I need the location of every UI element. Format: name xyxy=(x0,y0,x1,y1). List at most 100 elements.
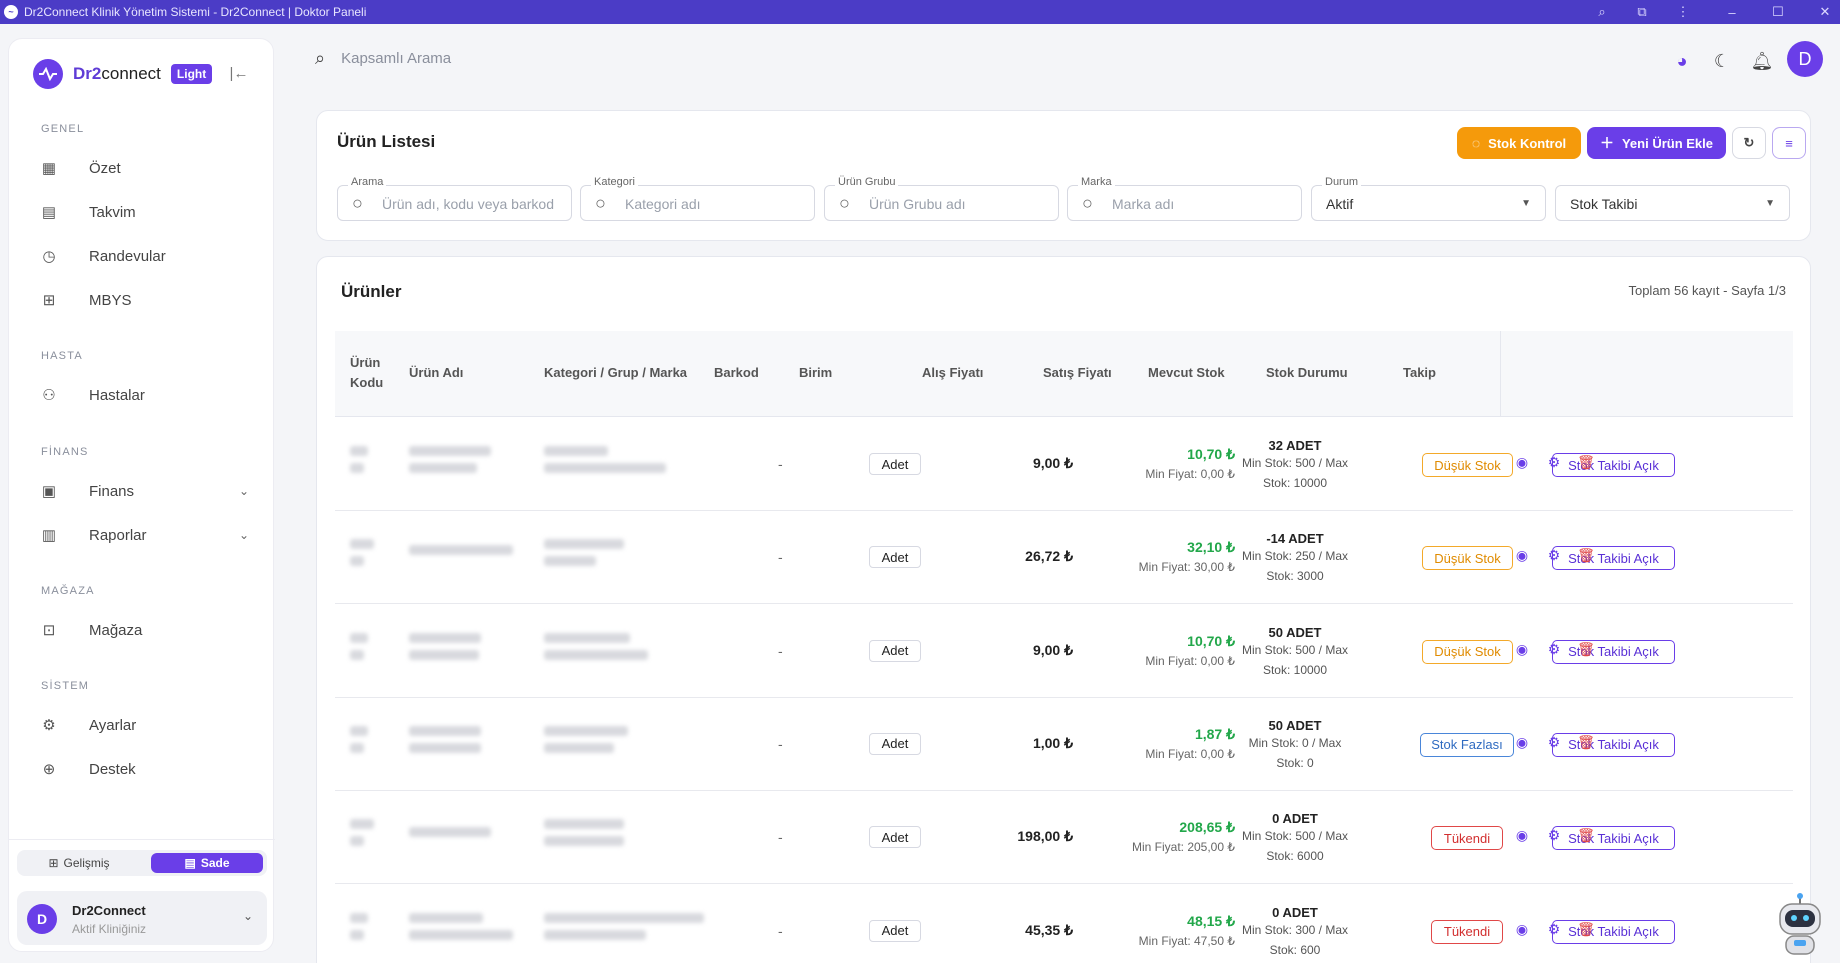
field-label: Ürün Grubu xyxy=(835,176,899,188)
buy-price: 26,72 ₺ xyxy=(1025,548,1073,565)
sell-price: 208,65 ₺ xyxy=(1179,819,1235,836)
table-row[interactable]: - Adet 45,35 ₺ 48,15 ₺ Min Fiyat: 47,50 ₺ 0 A… xyxy=(335,885,1793,963)
search-input[interactable]: Kapsamlı Arama xyxy=(341,50,452,67)
eye-icon[interactable]: ◉ xyxy=(1515,827,1529,844)
zoom-icon[interactable]: ⌕ xyxy=(1598,4,1606,19)
min-price: Min Fiyat: 30,00 ₺ xyxy=(1138,560,1235,575)
minimize-button[interactable]: – xyxy=(1728,4,1736,20)
layout-icon: ▤ xyxy=(184,856,196,870)
category-input[interactable]: Kategori adı xyxy=(625,196,701,212)
col-category: Kategori / Grup / Marka xyxy=(544,365,688,380)
status-select[interactable]: Durum Aktif ▼ xyxy=(1311,176,1546,221)
category-field[interactable]: Kategori ○ Kategori adı xyxy=(580,176,815,221)
eye-icon[interactable]: ◉ xyxy=(1515,454,1529,470)
search-field[interactable]: Arama ○ Ürün adı, kodu veya barkod xyxy=(337,176,572,221)
sidebar-item-ozet[interactable]: ▦ Özet xyxy=(39,150,259,186)
add-product-button[interactable]: ＋ Yeni Ürün Ekle xyxy=(1587,127,1726,159)
tracking-button[interactable]: Stok Takibi Açık xyxy=(1552,546,1675,571)
section-title-genel: GENEL xyxy=(41,123,85,135)
lifebuoy-icon: ⊕ xyxy=(42,761,56,778)
avatar[interactable]: D xyxy=(1787,41,1823,77)
group-field[interactable]: Ürün Grubu ○ Ürün Grubu adı xyxy=(824,176,1059,221)
sidebar-item-takvim[interactable]: ▤ Takvim xyxy=(39,194,259,230)
tracking-button[interactable]: Stok Takibi Açık xyxy=(1552,453,1675,477)
stock-quantity: 32 ADET xyxy=(1268,438,1322,453)
group-input[interactable]: Ürün Grubu adı xyxy=(869,196,966,212)
brand[interactable]: Dr2connect Light xyxy=(33,59,213,89)
col-name: Ürün Adı xyxy=(409,365,464,380)
assistant-robot-icon[interactable] xyxy=(1772,892,1828,962)
sidebar-item-raporlar[interactable]: ▥ Raporlar ⌄ xyxy=(39,517,259,553)
table-row[interactable]: - Adet 9,00 ₺ 10,70 ₺ Min Fiyat: 0,00 ₺ 50 AD… xyxy=(335,605,1793,698)
theme-badge[interactable]: Light xyxy=(170,64,213,84)
palette-icon[interactable]: ◕ xyxy=(1676,50,1688,71)
sidebar-item-finans[interactable]: ▣ Finans ⌄ xyxy=(39,473,259,509)
brand-field[interactable]: Marka ○ Marka adı xyxy=(1067,176,1302,221)
redacted-text xyxy=(544,742,614,753)
sidebar-item-mbys[interactable]: ⊞ MBYS xyxy=(39,282,259,318)
trash-icon[interactable]: 🗑︎ xyxy=(1577,827,1595,844)
barcode-cell: - xyxy=(778,456,783,472)
col-buy-price: Alış Fiyatı xyxy=(922,365,984,380)
brand-input[interactable]: Marka adı xyxy=(1112,196,1175,212)
sidebar-item-label: Randevular xyxy=(89,247,166,265)
moon-icon[interactable]: ☾ xyxy=(1713,50,1731,71)
sidebar-item-ayarlar[interactable]: ⚙ Ayarlar xyxy=(39,707,259,743)
tracking-select[interactable]: Stok Takibi ▼ xyxy=(1555,185,1790,221)
settings-icon[interactable]: ⚙ xyxy=(1547,733,1561,750)
eye-icon[interactable]: ◉ xyxy=(1515,547,1529,564)
window-title: Dr2Connect Klinik Yönetim Sistemi - Dr2C… xyxy=(24,5,367,19)
table-row[interactable]: - Adet 26,72 ₺ 32,10 ₺ Min Fiyat: 30,00 ₺ -14… xyxy=(335,511,1793,605)
maximize-button[interactable]: ☐ xyxy=(1772,4,1784,19)
mode-simple-button[interactable]: ▤ Sade xyxy=(151,853,263,873)
settings-icon[interactable]: ⚙ xyxy=(1547,547,1561,564)
mode-advanced-button[interactable]: ⊞ Gelişmiş xyxy=(21,853,137,873)
eye-icon[interactable]: ◉ xyxy=(1515,733,1529,750)
grid-icon: ▦ xyxy=(41,160,57,177)
sidebar-item-magaza[interactable]: ⊡ Mağaza xyxy=(39,612,259,648)
col-sell-price: Satış Fiyatı xyxy=(1043,365,1112,380)
table-row[interactable]: - Adet 9,00 ₺ 10,70 ₺ Min Fiyat: 0,00 ₺ 32 AD… xyxy=(335,418,1793,511)
extension-icon[interactable]: ⧉ xyxy=(1637,4,1647,19)
search-icon: ○ xyxy=(1082,193,1093,213)
refresh-button[interactable]: ↻ xyxy=(1732,127,1766,159)
sell-price: 10,70 ₺ xyxy=(1187,632,1235,649)
barcode-cell: - xyxy=(778,829,783,846)
more-menu-icon[interactable]: ⋮ xyxy=(1676,4,1690,19)
tracking-button[interactable]: Stok Takibi Açık xyxy=(1552,639,1675,664)
trash-icon[interactable]: 🗑︎ xyxy=(1577,454,1595,470)
tracking-button[interactable]: Stok Takibi Açık xyxy=(1552,732,1675,757)
tracking-button[interactable]: Stok Takibi Açık xyxy=(1552,919,1675,944)
settings-icon[interactable]: ⚙ xyxy=(1547,454,1561,470)
clinic-selector[interactable]: D Dr2Connect Aktif Kliniğiniz ⌄ xyxy=(17,891,267,945)
sidebar-item-hastalar[interactable]: ⚇ Hastalar xyxy=(39,377,259,413)
settings-icon[interactable]: ⚙ xyxy=(1547,920,1561,937)
global-search[interactable]: ⌕ Kapsamlı Arama xyxy=(315,48,451,69)
stock-limits: Min Stok: 500 / Max xyxy=(1241,456,1349,470)
bell-icon[interactable]: 🔔︎ xyxy=(1750,50,1774,71)
close-window-button[interactable]: ✕ xyxy=(1819,4,1831,19)
search-input[interactable]: Ürün adı, kodu veya barkod xyxy=(382,196,554,212)
sidebar: Dr2connect Light |← GENEL ▦ Özet ▤ Takvim … xyxy=(8,38,275,952)
eye-icon[interactable]: ◉ xyxy=(1515,640,1529,657)
trash-icon[interactable]: 🗑︎ xyxy=(1577,920,1595,937)
eye-icon[interactable]: ◉ xyxy=(1515,920,1529,937)
table-row[interactable]: - Adet 1,00 ₺ 1,87 ₺ Min Fiyat: 0,00 ₺ 50 ADE… xyxy=(335,698,1793,791)
collapse-sidebar-icon[interactable]: |← xyxy=(229,64,249,82)
settings-icon[interactable]: ⚙ xyxy=(1547,827,1561,844)
unit-chip: Adet xyxy=(869,639,921,662)
trash-icon[interactable]: 🗑︎ xyxy=(1577,640,1595,657)
tracking-button[interactable]: Stok Takibi Açık xyxy=(1552,826,1675,851)
trash-icon[interactable]: 🗑︎ xyxy=(1577,733,1595,750)
mode-switch: ⊞ Gelişmiş ▤ Sade xyxy=(17,850,267,876)
sidebar-item-randevular[interactable]: ◷ Randevular xyxy=(39,238,259,274)
table-row[interactable]: - Adet 198,00 ₺ 208,65 ₺ Min Fiyat: 205,00 ₺… xyxy=(335,791,1793,885)
calendar-icon: ▤ xyxy=(41,204,57,221)
trash-icon[interactable]: 🗑︎ xyxy=(1577,547,1595,564)
sidebar-item-destek[interactable]: ⊕ Destek xyxy=(39,751,259,787)
redacted-text xyxy=(544,539,624,550)
stock-check-button[interactable]: ◌ Stok Kontrol xyxy=(1457,127,1581,159)
filter-button[interactable]: ≡ xyxy=(1772,127,1806,159)
divider xyxy=(9,839,275,840)
settings-icon[interactable]: ⚙ xyxy=(1547,640,1561,657)
